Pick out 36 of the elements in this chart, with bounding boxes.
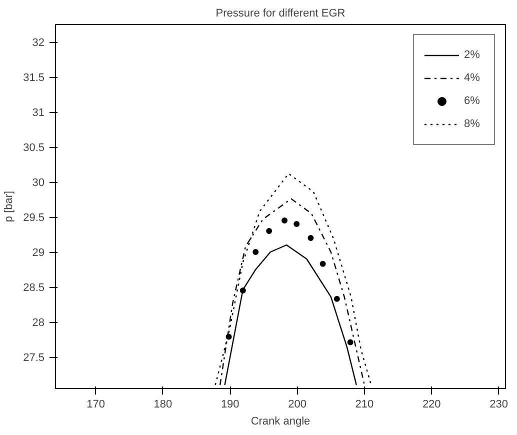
x-tick-label: 170 [86,398,105,410]
point [308,235,314,241]
legend-label: 6% [464,95,481,107]
line-series [214,173,372,386]
legend-label: 4% [464,72,481,84]
x-tick-label: 210 [355,398,374,410]
chart-title: Pressure for different EGR [216,8,346,20]
y-tick-label: 29 [32,247,45,259]
point [282,218,288,224]
point [252,249,259,255]
y-tick-label: 30.5 [23,142,45,154]
x-tick-label: 230 [490,398,508,410]
x-tick-label: 180 [154,398,172,410]
y-tick-label: 28.5 [23,282,45,294]
y-axis-title: p [bar] [3,190,16,222]
x-tick-label: 220 [422,398,441,410]
point [240,288,246,294]
y-tick-label: 30 [32,177,45,189]
y-tick-label: 27.5 [23,352,45,364]
x-tick-label: 190 [220,398,240,410]
point [320,260,326,267]
y-tick-label: 29.5 [23,212,45,224]
point [347,339,354,346]
y-tick-label: 31.5 [23,72,45,84]
x-tick-label: 200 [288,398,306,410]
point [266,228,272,234]
line-series [224,244,357,386]
point [226,334,232,340]
legend-label: 8% [464,118,481,130]
legend-label: 2% [464,49,481,61]
y-tick-label: 28 [32,317,45,329]
point [294,221,300,227]
y-tick-label: 32 [32,37,45,49]
y-tick-label: 31 [32,107,45,119]
point [334,296,340,302]
x-axis-title: Crank angle [250,416,310,428]
